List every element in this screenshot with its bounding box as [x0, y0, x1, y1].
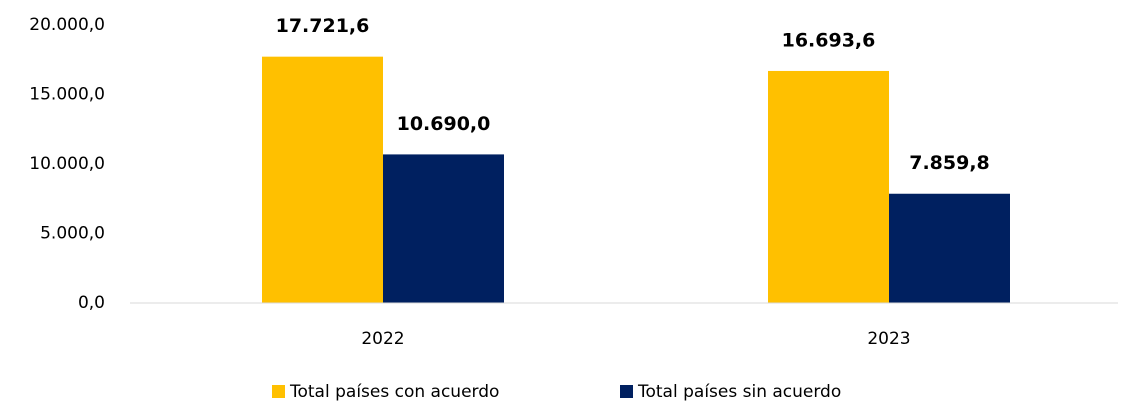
legend-label: Total países con acuerdo [289, 382, 499, 402]
x-tick-label: 2022 [361, 329, 404, 349]
legend-label: Total países sin acuerdo [637, 382, 841, 402]
y-tick-label: 10.000,0 [29, 154, 105, 174]
y-tick-label: 15.000,0 [29, 85, 105, 105]
y-tick-label: 0,0 [78, 293, 105, 313]
y-tick-label: 5.000,0 [40, 224, 105, 244]
bar [383, 154, 504, 303]
value-label: 7.859,8 [909, 152, 990, 174]
legend-swatch [620, 385, 633, 398]
legend-swatch [272, 385, 285, 398]
bar [262, 56, 383, 303]
value-label: 17.721,6 [276, 15, 370, 37]
value-label: 10.690,0 [397, 113, 491, 135]
y-tick-label: 20.000,0 [29, 15, 105, 35]
value-label: 16.693,6 [782, 29, 876, 51]
x-tick-label: 2023 [867, 329, 910, 349]
bar [889, 193, 1010, 303]
bar [768, 70, 889, 304]
